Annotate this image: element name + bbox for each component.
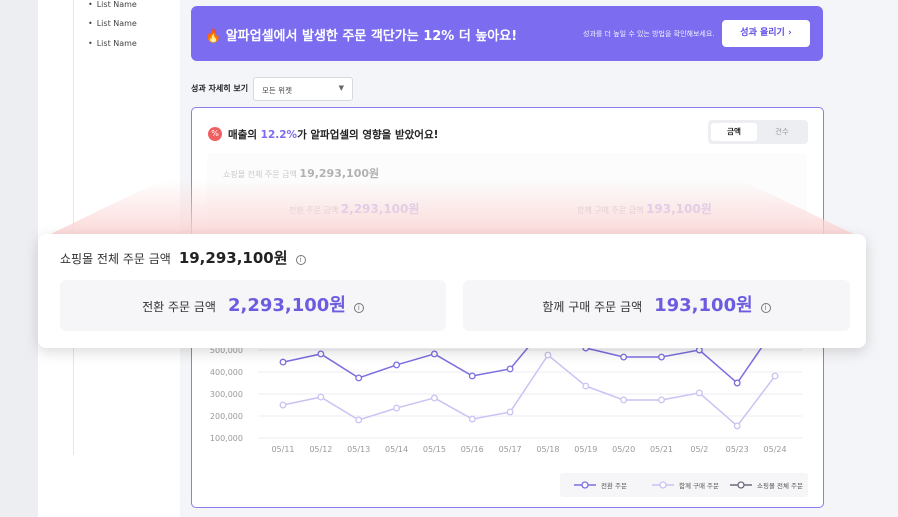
legend-swatch [737,481,745,489]
toggle-option[interactable]: 건수 [775,127,789,136]
x-tick-label: 05/17 [499,445,522,454]
dropdown-value: 모든 위젯 [262,86,292,95]
point [393,404,400,412]
stat-box: 전환 주문 금액 2,293,100원 i [60,280,446,331]
app-rail [0,0,38,517]
y-tick-label: 400,000 [210,368,243,377]
point [733,379,741,387]
legend: 전환 주문 함께 구매 주문 쇼핑몰 전체 주문 [560,473,808,497]
x-tick-label: 05/15 [423,445,446,454]
banner-button[interactable]: 성과 올리기 › [722,20,810,47]
point [620,396,628,404]
value: 2,293,100원 [227,295,346,316]
point [620,353,628,361]
point [317,350,325,358]
list-item[interactable]: List Name [88,39,137,48]
banner-subtext: 성과를 더 높일 수 있는 방법을 확인해보세요. [583,30,715,38]
x-tick-label: 05/16 [461,445,484,454]
point [695,389,703,397]
total-row: 쇼핑몰 전체 주문 금액 19,293,100원 i [60,247,306,268]
x-tick-label: 05/24 [764,445,787,454]
x-tick-label: 05/11 [271,445,294,454]
point [355,416,363,424]
x-tick-label: 05/18 [536,445,559,454]
title-text: 가 알파업셀의 영향을 받았어요! [297,129,439,141]
point [430,394,438,402]
x-tick-label: 05/20 [612,445,635,454]
label: 전환 주문 금액 [142,300,216,314]
stat-box: 함께 구매 주문 금액 193,100원 i [463,280,850,331]
point [393,361,400,369]
point [658,353,665,361]
banner: 🔥 알파업셀에서 발생한 주문 객단가는 12% 더 높아요! 성과를 더 높일… [191,6,823,61]
y-tick-label: 500,000 [210,346,243,355]
point [355,374,363,382]
x-tick-label: 05/19 [574,445,597,454]
x-tick-label: 05/23 [726,445,749,454]
zoom-highlight [38,180,866,240]
list-item[interactable]: List Name [88,0,137,9]
button-label: 성과 올리기 [740,28,785,38]
card-title: 매출의 12.2%가 알파업셀의 영향을 받았어요! [228,127,438,142]
point [317,393,325,401]
point [582,382,590,390]
filter-label: 성과 자세히 보기 [191,84,249,93]
x-tick-label: 05/21 [650,445,673,454]
point [733,422,741,430]
point [468,372,476,380]
point [279,401,287,409]
value: 19,293,100원 [299,167,380,180]
label: 쇼핑몰 전체 주문 금액 [223,170,297,179]
toggle: 금액 건수 [708,120,808,144]
point [544,351,552,359]
x-tick-label: 05/14 [385,445,408,454]
legend-label: 쇼핑몰 전체 주문 [757,481,803,490]
y-tick-label: 200,000 [210,412,243,421]
title-text: 매출의 [228,129,261,141]
legend-graphic: 전환 주문 함께 구매 주문 쇼핑몰 전체 주문 [574,481,803,490]
point [430,350,438,358]
x-tick-label: 05/2 [690,445,708,454]
info-icon[interactable]: i [760,302,771,313]
point [771,372,779,380]
legend-label: 함께 구매 주문 [679,481,719,490]
legend-swatch [581,481,589,489]
y-tick-label: 100,000 [210,434,243,443]
point [468,415,476,423]
banner-text: 🔥 알파업셀에서 발생한 주문 객단가는 12% 더 높아요! [205,29,518,44]
y-tick-label: 300,000 [210,390,243,399]
x-tick-label: 05/12 [309,445,332,454]
info-icon[interactable]: i [295,254,306,265]
point [658,396,665,404]
info-icon[interactable]: i [353,302,364,313]
point [506,408,514,416]
percent-icon: % [208,127,222,141]
x-tick-label: 05/13 [347,445,370,454]
value: 193,100원 [654,295,753,316]
summary-label: 쇼핑몰 전체 주문 금액 19,293,100원 [223,165,379,181]
legend-label: 전환 주문 [601,481,627,490]
legend-swatch [659,481,667,489]
point [695,346,703,354]
series-line [282,353,776,427]
list-item[interactable]: List Name [88,19,137,28]
label: 함께 구매 주문 금액 [542,300,643,314]
label: 쇼핑몰 전체 주문 금액 [60,252,171,266]
zoomed-summary: 쇼핑몰 전체 주문 금액 19,293,100원 i 전환 주문 금액 2,293,1… [38,234,866,348]
title-highlight: 12.2% [260,129,298,141]
value: 19,293,100원 [178,249,288,267]
toggle-option[interactable]: 금액 [711,123,757,141]
dropdown[interactable]: 모든 위젯 ▼ [253,77,353,101]
point [279,358,287,366]
point [506,365,514,373]
